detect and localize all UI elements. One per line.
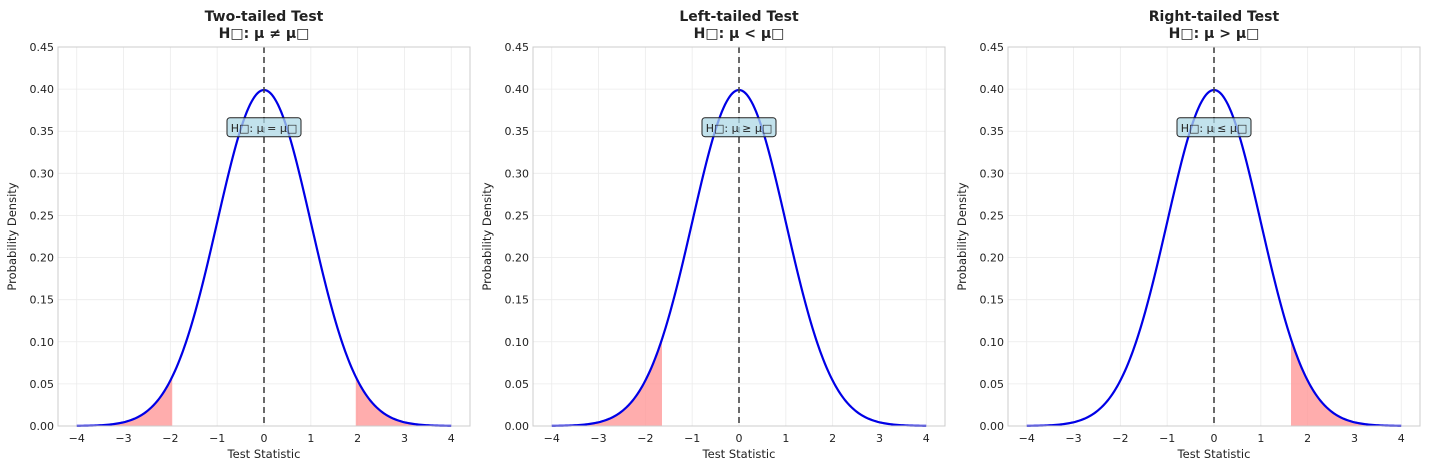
chart-title: Left-tailed Test: [679, 9, 799, 25]
axes-frame: [532, 46, 946, 427]
x-tick-label: 4: [1398, 432, 1405, 445]
x-tick-label: 0: [261, 432, 268, 445]
y-tick-label: 0.10: [980, 336, 1005, 349]
x-tick-label: 1: [307, 432, 314, 445]
y-tick-label: 0.35: [30, 125, 55, 138]
chart-title: Two-tailed Test: [205, 9, 324, 25]
axes-frame: [57, 46, 471, 427]
x-tick-label: −2: [637, 432, 653, 445]
x-tick-label: −4: [1019, 432, 1035, 445]
y-tick-label: 0.15: [30, 294, 55, 307]
y-tick-label: 0.00: [30, 420, 55, 433]
chart-panel-3: H□: μ ≤ μ□ −4 −3 −2 −1 0 1 2 3 4 0.00 0.05 0.10 0.15 0…: [955, 9, 1421, 461]
x-tick-label: 2: [1304, 432, 1311, 445]
x-tick-label: −3: [590, 432, 606, 445]
y-tick-label: 0.25: [30, 209, 55, 222]
y-tick-label: 0.40: [505, 83, 530, 96]
y-tick-label: 0.45: [505, 41, 530, 54]
annotation-text: H□: μ ≥ μ□: [706, 122, 772, 135]
y-tick-label: 0.45: [980, 41, 1005, 54]
y-tick-label: 0.30: [505, 167, 530, 180]
annotation-box: [226, 117, 302, 138]
x-tick-label: −2: [162, 432, 178, 445]
chart-title: Right-tailed Test: [1149, 9, 1280, 25]
y-tick-label: 0.20: [980, 252, 1005, 265]
x-tick-label: 0: [736, 432, 743, 445]
annotation-text: H□: μ = μ□: [231, 122, 297, 135]
y-tick-label: 0.25: [505, 209, 530, 222]
annotation-box: [1176, 117, 1252, 138]
chart-subtitle: H□: μ > μ□: [1169, 26, 1260, 42]
y-tick-label: 0.45: [30, 41, 55, 54]
y-axis-label: Probability Density: [480, 182, 494, 290]
x-tick-label: −2: [1112, 432, 1128, 445]
chart-subtitle: H□: μ < μ□: [694, 26, 785, 42]
x-axis-label: Test Statistic: [227, 447, 301, 461]
y-tick-label: 0.00: [505, 420, 530, 433]
rejection-region-1: [76, 376, 173, 426]
x-tick-label: −1: [209, 432, 225, 445]
x-axis-label: Test Statistic: [1177, 447, 1251, 461]
chart-panel-1: H□: μ = μ□ −4 −3 −2 −1 0 1 2 3 4 0.00 0.05 0.10 0.15 0…: [5, 9, 471, 461]
y-tick-label: 0.40: [980, 83, 1005, 96]
x-tick-label: −4: [69, 432, 85, 445]
y-tick-label: 0.05: [30, 378, 55, 391]
x-tick-label: 3: [876, 432, 883, 445]
x-tick-label: 2: [829, 432, 836, 445]
x-tick-label: −1: [684, 432, 700, 445]
y-tick-label: 0.35: [980, 125, 1005, 138]
y-tick-label: 0.05: [505, 378, 530, 391]
y-tick-label: 0.35: [505, 125, 530, 138]
chart-subtitle: H□: μ ≠ μ□: [219, 26, 310, 42]
chart-panel-2: H□: μ ≥ μ□ −4 −3 −2 −1 0 1 2 3 4 0.00 0.05 0.10 0.15 0…: [480, 9, 946, 461]
rejection-region-1: [1291, 339, 1402, 426]
x-tick-label: 3: [1351, 432, 1358, 445]
y-tick-label: 0.40: [30, 83, 55, 96]
x-tick-label: 0: [1211, 432, 1218, 445]
x-tick-label: 4: [923, 432, 930, 445]
x-tick-label: −3: [115, 432, 131, 445]
rejection-region-2: [355, 376, 452, 426]
y-tick-label: 0.15: [980, 294, 1005, 307]
y-axis-label: Probability Density: [5, 182, 19, 290]
y-axis-label: Probability Density: [955, 182, 969, 290]
axes-frame: [1007, 46, 1421, 427]
x-tick-label: 2: [354, 432, 361, 445]
annotation-text: H□: μ ≤ μ□: [1181, 122, 1247, 135]
x-axis-label: Test Statistic: [702, 447, 776, 461]
x-tick-label: −1: [1159, 432, 1175, 445]
y-tick-label: 0.30: [980, 167, 1005, 180]
y-tick-label: 0.20: [30, 252, 55, 265]
x-tick-label: 1: [782, 432, 789, 445]
x-tick-label: 3: [401, 432, 408, 445]
y-tick-label: 0.00: [980, 420, 1005, 433]
y-tick-label: 0.30: [30, 167, 55, 180]
annotation-box: [701, 117, 777, 138]
x-tick-label: 1: [1257, 432, 1264, 445]
y-tick-label: 0.05: [980, 378, 1005, 391]
y-tick-label: 0.10: [30, 336, 55, 349]
rejection-region-1: [551, 339, 662, 426]
y-tick-label: 0.10: [505, 336, 530, 349]
y-tick-label: 0.15: [505, 294, 530, 307]
x-tick-label: −3: [1065, 432, 1081, 445]
x-tick-label: −4: [544, 432, 560, 445]
y-tick-label: 0.20: [505, 252, 530, 265]
y-tick-label: 0.25: [980, 209, 1005, 222]
x-tick-label: 4: [448, 432, 455, 445]
